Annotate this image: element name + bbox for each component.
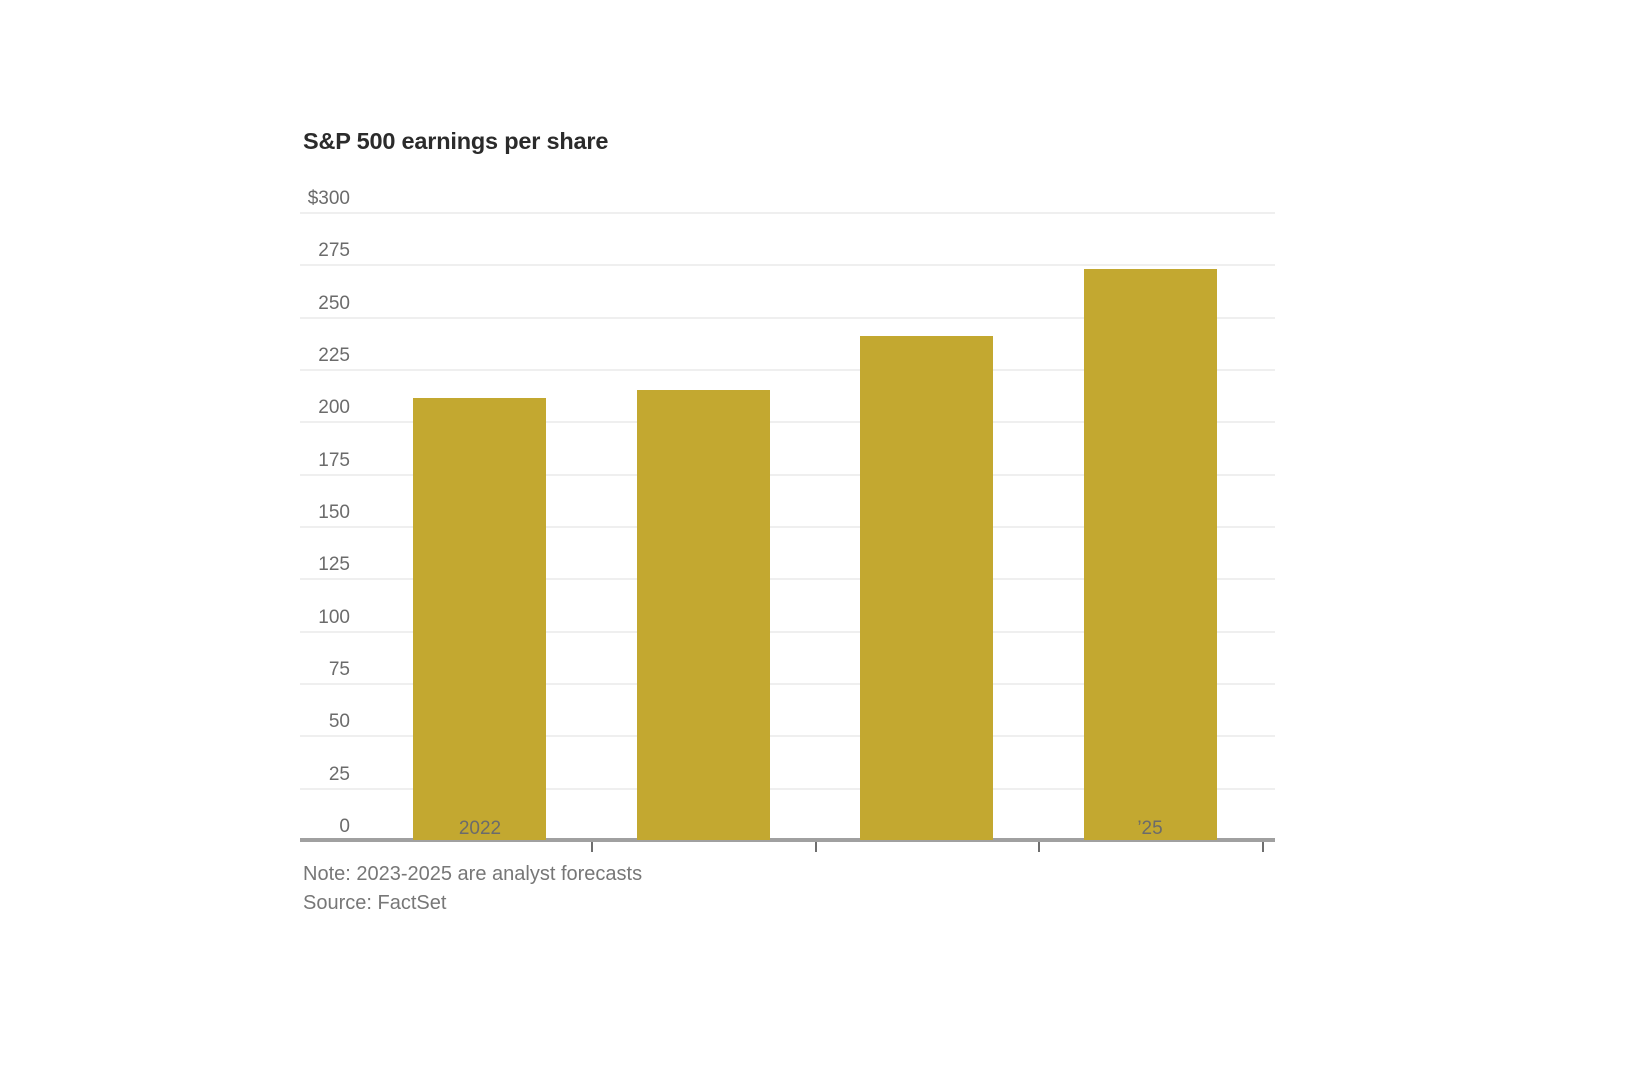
gridline [300, 474, 1275, 476]
x-axis-tick-label: ’25 [1137, 818, 1163, 839]
gridline [300, 631, 1275, 633]
y-axis-tick-label: $300 [307, 188, 350, 209]
y-axis-tick-labels: $300 275 250 225 200 175 150 125 100 75 50 25 0 [240, 0, 350, 1076]
chart-gridlines [300, 0, 1275, 1076]
y-axis-tick-label: 175 [318, 450, 350, 471]
x-axis-tickmark [1262, 842, 1264, 852]
bar [637, 390, 770, 840]
gridline [300, 369, 1275, 371]
gridline [300, 683, 1275, 685]
x-axis-tick-label: 2022 [458, 818, 502, 839]
y-axis-tick-label: 225 [318, 345, 350, 366]
y-axis-tick-label: 250 [318, 293, 350, 314]
gridline [300, 578, 1275, 580]
y-axis-tick-label: 150 [318, 502, 350, 523]
gridline [300, 788, 1275, 790]
footnote-source: Source: FactSet [303, 892, 447, 914]
y-axis-tick-label: 25 [328, 764, 350, 785]
bar [413, 398, 546, 840]
x-axis-tickmark [591, 842, 593, 852]
y-axis-tick-label: 0 [339, 816, 350, 837]
bar [860, 336, 993, 840]
bar [1084, 269, 1217, 840]
gridline [300, 526, 1275, 528]
gridline [300, 421, 1275, 423]
y-axis-tick-label: 200 [318, 397, 350, 418]
gridline [300, 264, 1275, 266]
chart-footnotes: Note: 2023-2025 are analyst forecasts So… [303, 860, 642, 918]
y-axis-tick-label: 125 [318, 554, 350, 575]
gridline [300, 317, 1275, 319]
x-axis-baseline [300, 838, 1275, 842]
gridline [300, 735, 1275, 737]
chart-title: S&P 500 earnings per share [303, 128, 609, 154]
footnote-note: Note: 2023-2025 are analyst forecasts [303, 863, 643, 885]
y-axis-tick-label: 50 [328, 711, 350, 732]
y-axis-tick-label: 75 [328, 659, 350, 680]
x-axis-tickmark [815, 842, 817, 852]
y-axis-tick-label: 275 [318, 240, 350, 261]
y-axis-tick-label: 100 [318, 607, 350, 628]
x-axis-tickmark [1038, 842, 1040, 852]
gridline [300, 212, 1275, 214]
